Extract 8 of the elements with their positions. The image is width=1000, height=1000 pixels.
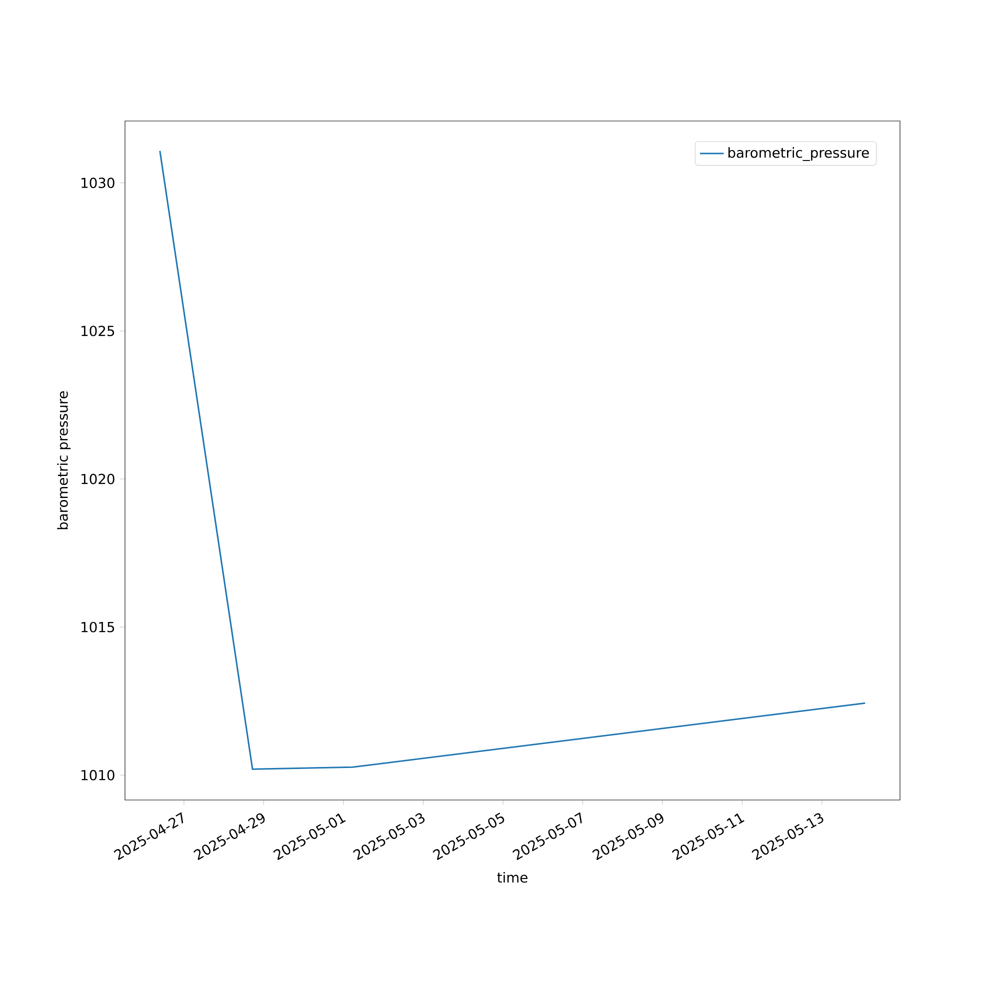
- x-axis-title: time: [497, 872, 528, 883]
- y-tick-label: 1010: [82, 770, 114, 780]
- y-tick-label: 1015: [82, 622, 114, 632]
- y-tick-label: 1030: [82, 178, 114, 188]
- y-tick-label: 1020: [82, 474, 114, 484]
- y-tick-label: 1025: [82, 326, 114, 336]
- legend-label: barometric_pressure: [728, 147, 869, 161]
- y-axis-title: barometric pressure: [57, 391, 71, 530]
